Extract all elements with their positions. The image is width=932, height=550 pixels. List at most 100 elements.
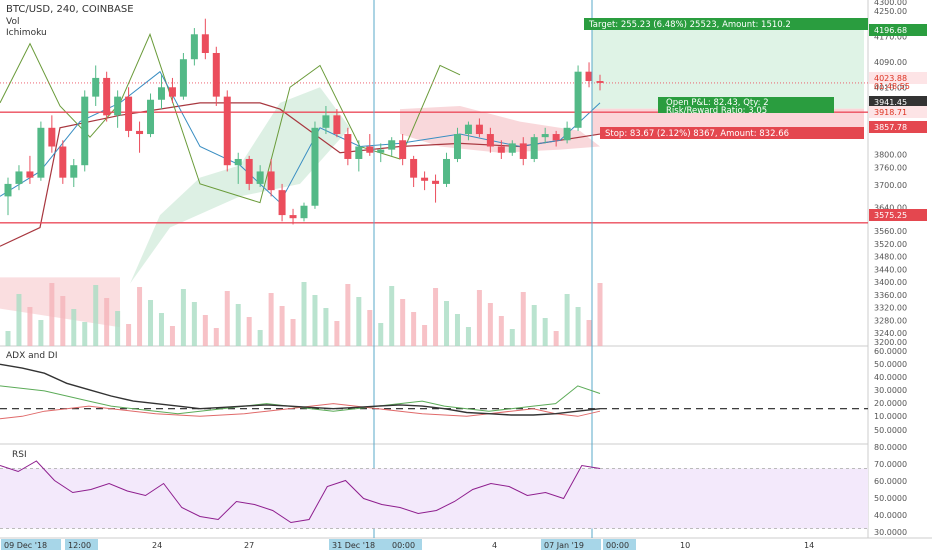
stop-label-bg bbox=[600, 127, 864, 139]
candle-body bbox=[563, 127, 571, 141]
adx-title[interactable]: ADX and DI bbox=[6, 351, 58, 361]
candle-body bbox=[48, 127, 56, 147]
target-price-tag-bg bbox=[869, 24, 927, 36]
stop-price-tag: 3857.78 bbox=[874, 123, 907, 132]
candle-body bbox=[234, 158, 242, 166]
price-tick-label: 4010.00 bbox=[874, 84, 907, 93]
legend-ichimoku[interactable]: Ichimoku bbox=[6, 28, 47, 38]
candle-body bbox=[333, 115, 341, 135]
volume-bar bbox=[301, 282, 307, 346]
candle-body bbox=[278, 190, 286, 216]
position-labels[interactable]: Target: 255.23 (6.48%) 25523, Amount: 15… bbox=[584, 18, 868, 139]
time-axis[interactable]: 09 Dec '18 12:00 24 27 31 Dec '18 00:00 4 07 Ja… bbox=[1, 539, 814, 550]
volume-bar bbox=[49, 283, 55, 346]
candle-body bbox=[256, 171, 264, 184]
risk-reward-label: Risk/Reward Ratio: 3.05 bbox=[666, 106, 767, 116]
candle-body bbox=[399, 140, 407, 159]
candle-body bbox=[289, 215, 297, 219]
time-tick-label: 27 bbox=[244, 541, 254, 550]
price-tick-label: 4250.00 bbox=[874, 7, 907, 16]
candle-body bbox=[508, 143, 516, 153]
adx-tick-label: 40.0000 bbox=[874, 373, 907, 382]
volume-bar bbox=[465, 327, 471, 346]
entry-price-tag-bg bbox=[869, 96, 927, 108]
candle-body bbox=[15, 171, 23, 184]
candle-body bbox=[541, 134, 549, 138]
volume-bar bbox=[257, 330, 263, 346]
di-minus-line bbox=[0, 403, 601, 420]
entry-price-tag: 3941.45 bbox=[874, 98, 907, 107]
time-label-highlight bbox=[1, 539, 61, 550]
volume-bar bbox=[564, 294, 570, 346]
price-tick-label: 3560.00 bbox=[874, 227, 907, 236]
volume-bar bbox=[586, 320, 592, 346]
rsi-lines bbox=[0, 460, 868, 529]
candle-body bbox=[475, 124, 483, 135]
candle-body bbox=[81, 96, 89, 166]
candle-body bbox=[574, 71, 582, 128]
time-tick-label: 00:00 bbox=[392, 541, 415, 550]
candle-body bbox=[464, 124, 472, 135]
volume-bar bbox=[71, 309, 77, 346]
pnl-price-tag-bg bbox=[869, 106, 927, 118]
price-tick-label: 4170.00 bbox=[874, 33, 907, 42]
candle-body bbox=[147, 99, 155, 135]
candle-body bbox=[190, 34, 198, 60]
volume-bar bbox=[104, 298, 110, 346]
price-tick-label: 3760.00 bbox=[874, 163, 907, 172]
rsi-tick-label: 70.0000 bbox=[874, 460, 907, 469]
time-label-highlight bbox=[389, 539, 422, 550]
position-zones[interactable] bbox=[592, 29, 864, 135]
kumo-cloud-red bbox=[400, 105, 600, 153]
chikou-line bbox=[0, 32, 461, 204]
price-tick-label: 4300.00 bbox=[874, 0, 907, 7]
candle-body bbox=[125, 96, 133, 131]
volume-bar bbox=[137, 287, 143, 346]
candle-body bbox=[421, 177, 429, 181]
candle-body bbox=[26, 171, 34, 178]
volume-bar bbox=[476, 290, 482, 346]
price-tick-label: 3800.00 bbox=[874, 151, 907, 160]
volume-bar bbox=[235, 304, 241, 346]
price-tick-label: 3520.00 bbox=[874, 240, 907, 249]
kumo-cloud-green bbox=[130, 87, 350, 284]
last-price-tag-bg bbox=[869, 72, 927, 84]
time-tick-label: 31 Dec '18 bbox=[332, 541, 375, 550]
candle-body bbox=[92, 77, 100, 97]
stop-price-tag-bg bbox=[869, 121, 927, 133]
volume-bar bbox=[323, 308, 329, 346]
volume-bar bbox=[82, 322, 88, 346]
time-label-highlight bbox=[603, 539, 636, 550]
price-tick-label: 3320.00 bbox=[874, 304, 907, 313]
volume-bar bbox=[180, 289, 186, 346]
adx-tick-label: 50.0000 bbox=[874, 360, 907, 369]
candle-body bbox=[355, 146, 363, 159]
candle-body bbox=[322, 115, 330, 128]
legend-vol[interactable]: Vol bbox=[6, 17, 19, 27]
candle-body bbox=[596, 81, 604, 83]
kijun-line bbox=[0, 102, 601, 247]
pnl-label: Open P&L: 82.43, Qty: 2 bbox=[666, 98, 769, 108]
volume-bar bbox=[268, 293, 274, 346]
time-tick-label: 4 bbox=[492, 541, 497, 550]
candle-body bbox=[37, 127, 45, 178]
rsi-tick-label: 40.0000 bbox=[874, 511, 907, 520]
candle-body bbox=[168, 87, 176, 97]
volume-bar bbox=[5, 331, 11, 346]
rsi-title[interactable]: RSI bbox=[12, 450, 27, 460]
candle-body bbox=[552, 134, 560, 141]
candlesticks[interactable] bbox=[4, 18, 604, 225]
candle-body bbox=[4, 183, 12, 197]
volume-bar bbox=[575, 307, 581, 346]
candle-body bbox=[70, 165, 78, 178]
price-tick-label: 3200.00 bbox=[874, 338, 907, 347]
candle-body bbox=[245, 158, 253, 184]
candle-body bbox=[530, 137, 538, 159]
candle-body bbox=[432, 180, 440, 184]
stop-label: Stop: 83.67 (2.12%) 8367, Amount: 832.66 bbox=[605, 129, 789, 139]
volume-bar bbox=[378, 323, 384, 346]
candle-body bbox=[585, 71, 593, 82]
volume-bar bbox=[389, 286, 395, 346]
